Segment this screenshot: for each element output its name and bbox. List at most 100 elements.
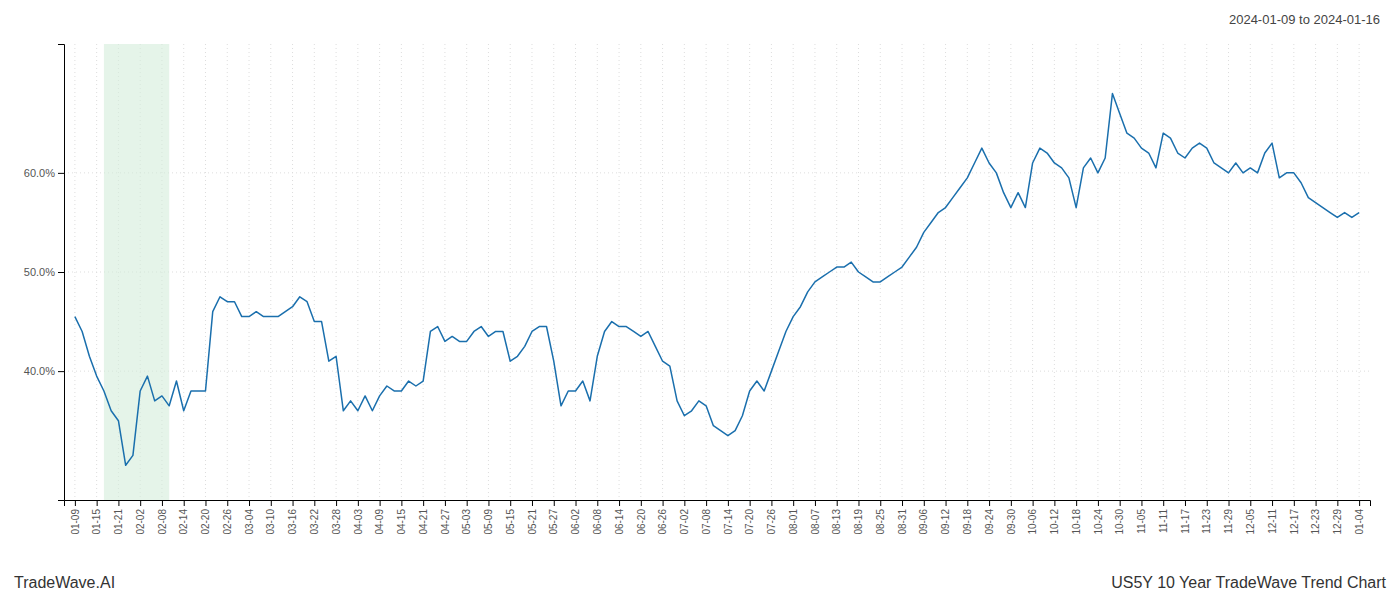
x-tick-label: 01-04	[1354, 509, 1365, 535]
grid-line-x	[945, 44, 946, 500]
x-tick: 12-29	[1332, 500, 1343, 535]
x-tick-label: 03-28	[331, 509, 342, 535]
grid-line-x	[1250, 44, 1251, 500]
x-tick-mark	[1163, 500, 1164, 506]
x-tick-label: 09-18	[962, 509, 973, 535]
x-tick-mark	[967, 500, 968, 506]
x-tick-mark	[684, 500, 685, 506]
x-tick-mark	[1076, 500, 1077, 506]
x-tick-mark	[97, 500, 98, 506]
x-tick: 12-11	[1267, 500, 1278, 534]
x-tick-label: 03-04	[244, 509, 255, 535]
x-tick: 08-19	[853, 500, 864, 535]
x-tick-mark	[75, 500, 76, 506]
x-tick-mark	[467, 500, 468, 506]
x-tick-label: 09-12	[940, 509, 951, 535]
x-tick-mark	[1250, 500, 1251, 506]
x-tick-label: 11-23	[1201, 509, 1212, 534]
x-tick-mark	[1098, 500, 1099, 506]
x-tick: 01-15	[91, 500, 102, 535]
x-tick: 01-04	[1354, 500, 1365, 535]
x-tick-label: 05-03	[461, 509, 472, 535]
x-tick-label: 04-21	[418, 509, 429, 535]
x-tick: 02-26	[222, 500, 233, 535]
x-tick-mark	[793, 500, 794, 506]
x-tick-mark	[184, 500, 185, 506]
x-tick-label: 02-14	[178, 509, 189, 535]
x-tick-mark	[1337, 500, 1338, 506]
subtitle: 2024-01-09 to 2024-01-16	[1229, 12, 1380, 27]
grid-line-x	[510, 44, 511, 500]
x-tick-mark	[597, 500, 598, 506]
x-tick: 05-09	[483, 500, 494, 535]
x-tick-mark	[358, 500, 359, 506]
grid-line-x	[1206, 44, 1207, 500]
grid-line-y	[64, 371, 1370, 372]
x-tick: 03-22	[309, 500, 320, 535]
x-tick-label: 08-25	[875, 509, 886, 535]
x-tick-label: 07-02	[679, 509, 690, 535]
x-tick: 10-18	[1071, 500, 1082, 535]
x-tick: 02-14	[178, 500, 189, 535]
x-tick: 10-30	[1114, 500, 1125, 535]
x-tick: 03-04	[244, 500, 255, 535]
x-tick-label: 11-05	[1136, 509, 1147, 534]
x-tick-mark	[380, 500, 381, 506]
grid-line-x	[1010, 44, 1011, 500]
highlight-band	[104, 44, 169, 500]
x-tick: 01-09	[70, 500, 81, 535]
y-tick-mark	[58, 173, 64, 174]
x-tick-label: 07-20	[744, 509, 755, 535]
x-tick-mark	[771, 500, 772, 506]
x-tick-label: 12-17	[1289, 509, 1300, 535]
grid-line-x	[575, 44, 576, 500]
x-tick: 03-10	[265, 500, 276, 535]
x-tick: 05-15	[505, 500, 516, 535]
x-tick: 08-01	[788, 500, 799, 535]
x-tick-mark	[554, 500, 555, 506]
x-tick: 11-17	[1180, 500, 1191, 534]
x-tick: 07-20	[744, 500, 755, 535]
x-tick: 01-21	[113, 500, 124, 535]
x-tick-label: 08-19	[853, 509, 864, 535]
x-tick-mark	[619, 500, 620, 506]
x-tick: 09-30	[1006, 500, 1017, 535]
x-tick: 08-07	[810, 500, 821, 535]
y-axis-line	[58, 45, 65, 501]
x-tick: 09-06	[918, 500, 929, 535]
x-tick-mark	[510, 500, 511, 506]
x-tick-mark	[249, 500, 250, 506]
x-tick: 12-05	[1245, 500, 1256, 535]
x-tick-label: 07-26	[766, 509, 777, 535]
x-tick-mark	[205, 500, 206, 506]
x-tick: 02-02	[135, 500, 146, 535]
x-tick-label: 10-18	[1071, 509, 1082, 535]
x-tick-label: 10-24	[1093, 509, 1104, 535]
x-tick: 03-28	[331, 500, 342, 535]
x-tick-label: 08-01	[788, 509, 799, 535]
grid-line-x	[902, 44, 903, 500]
grid-line-x	[771, 44, 772, 500]
x-tick-label: 12-29	[1332, 509, 1343, 535]
x-tick-label: 06-08	[592, 509, 603, 535]
x-tick-mark	[989, 500, 990, 506]
x-tick: 09-18	[962, 500, 973, 535]
x-tick-mark	[140, 500, 141, 506]
x-tick-label: 08-31	[897, 509, 908, 535]
x-tick: 12-23	[1310, 500, 1321, 535]
data-layer	[75, 44, 1359, 500]
x-tick: 07-08	[701, 500, 712, 535]
x-tick-mark	[728, 500, 729, 506]
x-tick-mark	[946, 500, 947, 506]
x-tick-mark	[924, 500, 925, 506]
x-tick-mark	[293, 500, 294, 506]
grid-line-x	[1163, 44, 1164, 500]
x-tick-label: 06-14	[614, 509, 625, 535]
x-tick-mark	[1033, 500, 1034, 506]
x-tick-mark	[423, 500, 424, 506]
x-tick: 07-14	[723, 500, 734, 535]
x-tick-label: 01-09	[70, 509, 81, 535]
x-axis-line	[65, 501, 1371, 507]
x-tick-label: 07-08	[701, 509, 712, 535]
x-tick-mark	[488, 500, 489, 506]
